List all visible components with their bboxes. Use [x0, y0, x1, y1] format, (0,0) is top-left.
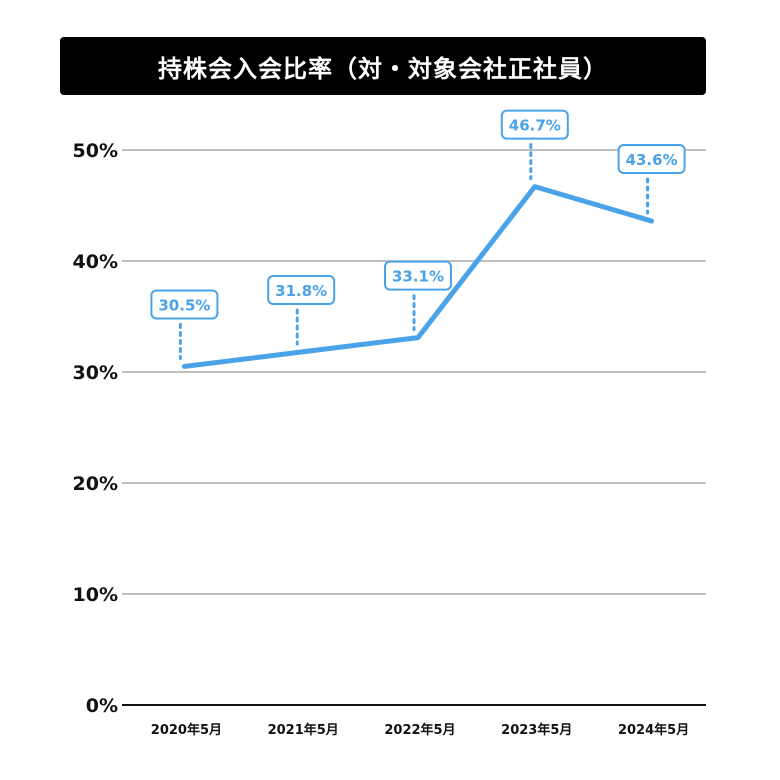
data-label-1: 31.8%	[275, 282, 327, 300]
y-tick-label-40: 40%	[73, 251, 118, 273]
chart-title: 持株会入会比率（対・対象会社正社員）	[158, 54, 608, 83]
data-label-box-0	[150, 289, 219, 320]
data-label-0: 30.5%	[158, 296, 210, 314]
x-tick-label-1: 2021年5月	[268, 722, 339, 738]
data-label-3: 46.7%	[509, 117, 561, 135]
y-tick-label-10: 10%	[73, 584, 118, 606]
y-tick-label-30: 30%	[73, 362, 118, 384]
chart-title-bar: 持株会入会比率（対・対象会社正社員）	[60, 37, 706, 95]
y-tick-label-20: 20%	[73, 473, 118, 495]
x-tick-label-4: 2024年5月	[618, 722, 689, 738]
data-label-4: 43.6%	[626, 151, 678, 169]
x-tick-label-0: 2020年5月	[151, 722, 222, 738]
data-label-2: 33.1%	[392, 268, 444, 286]
y-tick-label-50: 50%	[73, 140, 118, 162]
data-label-box-1	[267, 275, 336, 306]
x-tick-label-2: 2022年5月	[384, 722, 455, 738]
series-line	[181, 184, 655, 369]
data-label-box-2	[384, 260, 452, 291]
x-tick-label-3: 2023年5月	[501, 722, 572, 738]
y-tick-label-0: 0%	[86, 695, 118, 717]
data-label-box-3	[500, 109, 569, 140]
data-label-box-4	[617, 144, 686, 175]
